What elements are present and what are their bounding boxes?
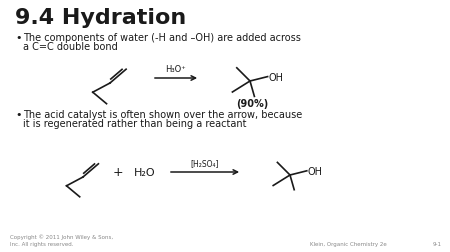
Text: (90%): (90%) — [236, 99, 268, 109]
Text: [H₂SO₄]: [H₂SO₄] — [191, 158, 219, 167]
Text: Copyright © 2011 John Wiley & Sons,
Inc. All rights reserved.: Copyright © 2011 John Wiley & Sons, Inc.… — [10, 234, 113, 246]
Text: OH: OH — [308, 166, 323, 176]
Text: a C=C double bond: a C=C double bond — [23, 42, 118, 52]
Text: OH: OH — [269, 72, 284, 82]
Text: Klein, Organic Chemistry 2e: Klein, Organic Chemistry 2e — [310, 241, 387, 246]
Text: •: • — [15, 110, 22, 119]
Text: it is regenerated rather than being a reactant: it is regenerated rather than being a re… — [23, 118, 247, 129]
Text: The acid catalyst is often shown over the arrow, because: The acid catalyst is often shown over th… — [23, 110, 302, 119]
Text: H₂O: H₂O — [134, 167, 156, 177]
Text: 9.4 Hydration: 9.4 Hydration — [15, 8, 186, 28]
Text: H₃O⁺: H₃O⁺ — [166, 65, 186, 74]
Text: 9-1: 9-1 — [433, 241, 442, 246]
Text: +: + — [112, 166, 123, 179]
Text: The components of water (-H and –OH) are added across: The components of water (-H and –OH) are… — [23, 33, 301, 43]
Text: •: • — [15, 33, 22, 43]
